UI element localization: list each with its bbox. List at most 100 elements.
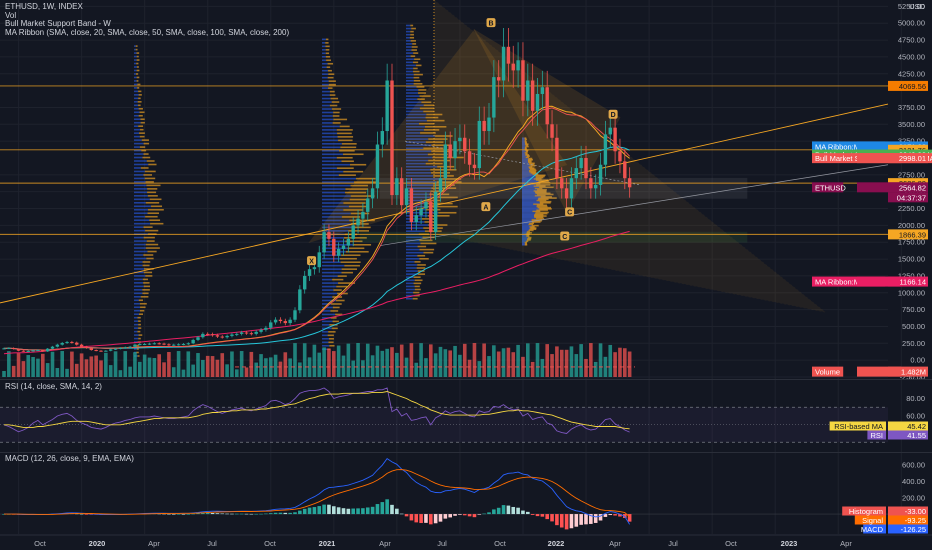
- rsi-series-label-bg: [867, 430, 886, 440]
- volume-profile-2021b-row-up: [406, 285, 415, 288]
- volume-profile-2022-row-down: [530, 164, 536, 167]
- volume-profile-2020-row-up: [134, 306, 141, 309]
- volume-profile-2022-row-up: [522, 211, 536, 214]
- volume-profile-2021a-row-up: [322, 163, 351, 166]
- candle-body: [623, 161, 627, 179]
- pane-separator-rsi[interactable]: [0, 379, 932, 380]
- volume-bar: [108, 365, 113, 377]
- volume-indicator-label[interactable]: Vol: [5, 10, 17, 20]
- volume-profile-2020-row-down: [149, 219, 161, 221]
- volume-profile-2020-row-down: [145, 275, 153, 277]
- ma200-line: [3, 230, 630, 355]
- volume-profile-2021a-row-up: [322, 55, 326, 58]
- volume-profile-2021b-row-up: [406, 294, 415, 297]
- volume-bar: [65, 368, 69, 377]
- volume-profile-2021a-row-up: [322, 296, 333, 298]
- volume-profile-2020-row-up: [134, 80, 137, 82]
- volume-profile-2022-row-up: [522, 218, 532, 221]
- volume-bar: [41, 353, 45, 377]
- macd-histogram-bar: [89, 514, 94, 515]
- volume-profile-2021a-row-up: [322, 66, 327, 69]
- volume-bar: [462, 343, 467, 377]
- series-value-bg: [857, 366, 901, 377]
- volume-profile-2021b-row-up: [406, 257, 420, 260]
- volume-profile-2022-row-down: [524, 243, 528, 246]
- volume-bar: [278, 361, 283, 377]
- volume-profile-2020-row-up: [134, 219, 150, 221]
- volume-profile-2020-row-up: [134, 309, 140, 312]
- volume-profile-2020-row-down: [147, 191, 157, 194]
- macd-histogram-bar: [225, 513, 229, 515]
- volume-profile-2022-row-down: [535, 192, 551, 195]
- volume-profile-2021a-row-down: [328, 341, 334, 344]
- symbol-title[interactable]: ETHUSD, 1W, INDEX: [5, 2, 83, 11]
- volume-profile-2021b-row-down: [428, 224, 448, 226]
- volume-profile-2021b-row-up: [406, 110, 424, 113]
- ma-ribbon-indicator-label[interactable]: MA Ribbon (SMA, close, 20, SMA, close, 5…: [5, 27, 290, 37]
- volume-profile-2022-row-down: [536, 199, 547, 202]
- pane-separator-macd[interactable]: [0, 452, 932, 453]
- volume-profile-2021a-row-down: [325, 38, 329, 41]
- macd-indicator-label[interactable]: MACD (12, 26, close, 9, EMA, EMA): [5, 454, 134, 463]
- volume-profile-2021a-row-down: [333, 111, 340, 114]
- volume-profile-2020-row-up: [134, 282, 144, 284]
- candle-body: [181, 343, 186, 345]
- macd-histogram-bar: [283, 512, 288, 515]
- volume-profile-2022-row-down: [537, 206, 552, 209]
- volume-profile-2022-row-down: [527, 158, 533, 161]
- volume-profile-2021b-row-up: [406, 107, 420, 110]
- candle-body: [138, 343, 142, 345]
- volume-profile-2022-row-down: [536, 184, 551, 186]
- rsi-indicator-label[interactable]: RSI (14, close, SMA, 14, 2): [5, 382, 102, 391]
- volume-bar: [244, 367, 249, 377]
- volume-profile-2022-row-down: [531, 221, 541, 223]
- volume-profile-2020-row-up: [134, 289, 143, 291]
- volume-profile-2021a-row-down: [338, 139, 353, 142]
- volume-profile-2021a-row-down: [329, 94, 336, 96]
- candle-body: [21, 350, 26, 352]
- volume-profile-2020-row-up: [134, 90, 139, 93]
- volume-bar: [205, 355, 210, 377]
- volume-profile-2021a-row-up: [322, 257, 341, 260]
- macd-histogram-bar: [530, 514, 535, 515]
- candle-body: [530, 80, 535, 111]
- volume-profile-2020-row-down: [147, 195, 158, 197]
- volume-profile-2021a-row-up: [322, 292, 338, 295]
- volume-bar: [579, 344, 583, 377]
- volume-profile-2021b-row-up: [406, 291, 414, 294]
- candle-body: [555, 137, 559, 179]
- candle-body: [60, 342, 64, 345]
- candle-body: [26, 351, 30, 353]
- volume-bar: [60, 351, 64, 377]
- volume-profile-2022-row-up: [522, 155, 527, 157]
- volume-profile-2021a-row-down: [328, 83, 336, 86]
- volume-profile-2021a-row-down: [327, 334, 334, 337]
- volume-profile-2021a-row-down: [331, 327, 338, 330]
- volume-profile-2022-row-down: [528, 157, 533, 160]
- volume-profile-2021b-row-down: [432, 205, 458, 208]
- candle-body: [477, 120, 481, 169]
- volume-profile-2021a-row-up: [322, 73, 329, 75]
- volume-profile-2020-row-down: [146, 240, 155, 242]
- volume-profile-2022-row-up: [522, 197, 539, 199]
- volume-profile-2021a-row-down: [327, 62, 334, 65]
- bmsb-indicator-label[interactable]: Bull Market Support Band - W: [5, 19, 111, 28]
- volume-profile-2021b-row-down: [433, 175, 454, 177]
- volume-profile-2021b-row-up: [406, 168, 431, 171]
- candle-body: [419, 208, 423, 216]
- volume-profile-2022-row-down: [525, 240, 529, 243]
- volume-profile-2022-row-down: [535, 175, 545, 178]
- volume-bar: [516, 344, 520, 377]
- volume-profile-2022-row-down: [528, 236, 532, 239]
- price-axis-label: 4250.00: [898, 69, 925, 78]
- volume-profile-2021a-row-down: [341, 160, 354, 163]
- time-axis-label: 2020: [89, 539, 106, 548]
- volume-bar: [453, 345, 457, 377]
- volume-profile-2020-row-down: [143, 226, 153, 228]
- volume-profile-2021b-row-up: [406, 270, 418, 272]
- volume-profile-2022-row-down: [534, 215, 547, 217]
- volume-profile-2021b-row-up: [406, 254, 418, 257]
- volume-profile-2022-row-up: [522, 202, 540, 204]
- volume-profile-2021a-row-up: [322, 188, 346, 190]
